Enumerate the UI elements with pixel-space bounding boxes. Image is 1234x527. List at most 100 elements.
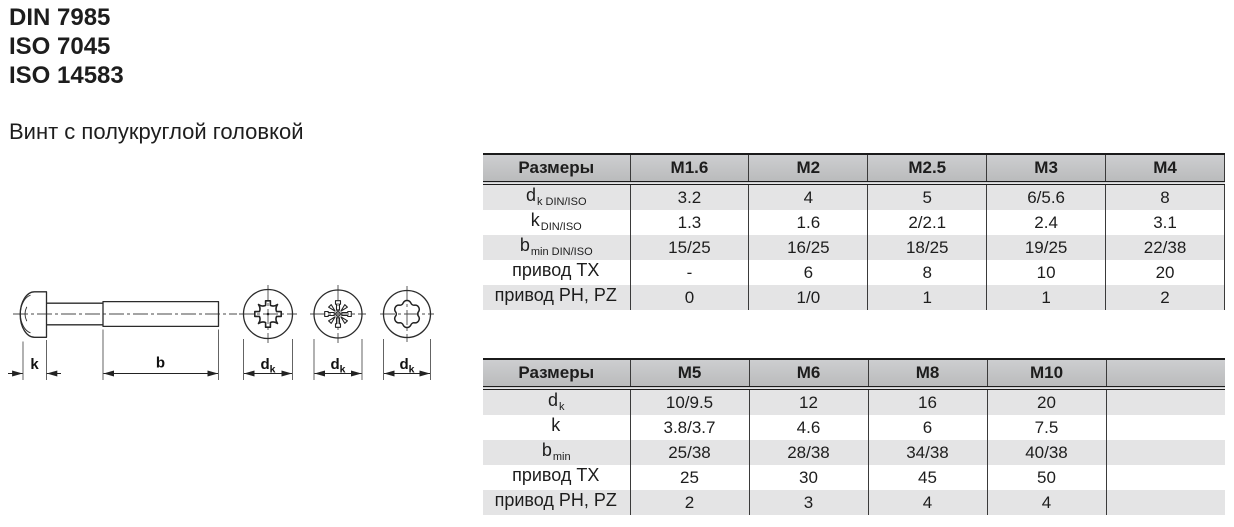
value-cell: 7.5 [986,415,1106,440]
phillips-head-view: dk [239,285,297,380]
standard-line: DIN 7985 [9,4,111,31]
product-subtitle: Винт с полукруглой головкой [9,119,304,144]
value-cell: 4 [986,490,1106,515]
table-row: dk DIN/ISO 3.2 4 5 6/5.6 8 [483,183,1225,210]
screw-side-view [13,291,237,338]
dk-dimension-label: dk [399,356,414,376]
row-label: k [551,415,561,436]
dk-dimension: dk [243,339,293,380]
column-header: M6 [748,359,868,390]
technical-drawing: k b dk [8,285,434,380]
column-header: Размеры [483,359,630,390]
column-header: M1.6 [629,154,749,185]
head-outline [313,289,363,339]
value-cell: 10/9.5 [629,388,749,415]
value-cell: 18/25 [867,235,987,260]
table-header-row: Размеры M5 M6 M8 M10 [483,359,1225,390]
value-cell: 0 [629,285,749,310]
dk-dimension-label: dk [330,356,345,376]
table-row: bmin DIN/ISO 15/25 16/25 18/25 19/25 22/… [483,235,1225,260]
pozidriv-head-view: dk [310,285,366,380]
table-row: dk 10/9.5 12 16 20 [483,388,1225,415]
spec-table-small-sizes: Размеры M1.6 M2 M2.5 M3 M4 dk DIN/ISO 3.… [483,153,1225,310]
value-cell: 4.6 [748,415,868,440]
value-cell: 40/38 [986,440,1106,465]
column-header: M10 [986,359,1106,390]
k-dimension-label: k [30,356,39,373]
row-label: dk [483,388,630,415]
value-cell: 3 [748,490,868,515]
value-cell: 5 [867,183,987,210]
dk-dimension-label: dk [260,356,275,376]
column-header: M2.5 [867,154,987,185]
table-row: привод PH, PZ 2 3 4 4 [483,490,1225,515]
value-cell: 1.3 [629,210,749,235]
column-header [1105,359,1225,390]
row-label: привод TX [512,465,600,486]
value-cell: 28/38 [748,440,868,465]
value-cell: 16/25 [748,235,868,260]
value-cell: 10 [986,260,1106,285]
value-cell: 1 [867,285,987,310]
head-outline [382,289,432,339]
value-cell: 8 [867,260,987,285]
table-row: привод TX - 6 8 10 20 [483,260,1225,285]
standard-line: ISO 7045 [9,33,111,60]
column-header: M2 [748,154,868,185]
value-cell: 6 [867,415,987,440]
value-cell: 15/25 [629,235,749,260]
value-cell: 45 [867,465,987,490]
column-header: M8 [867,359,987,390]
row-label: bmin DIN/ISO [483,235,630,260]
k-dimension: k [8,340,61,380]
value-cell: 12 [748,388,868,415]
value-cell: 19/25 [986,235,1106,260]
row-label: привод PH, PZ [483,490,630,515]
head-dome-line [20,294,31,334]
standards-title: DIN 7985 ISO 7045 ISO 14583 [9,3,124,90]
table-row: привод TX 25 30 45 50 [483,465,1225,490]
torx-head-view: dk [380,286,434,380]
row-label: kDIN/ISO [530,210,582,234]
standard-line: ISO 14583 [9,62,124,89]
value-cell [1105,465,1225,490]
value-cell: 3.8/3.7 [629,415,749,440]
value-cell: 6/5.6 [986,183,1106,210]
value-cell: 20 [1105,260,1225,285]
value-cell: 3.1 [1105,210,1225,235]
row-label: привод PH, PZ [483,285,630,310]
value-cell: 25/38 [629,440,749,465]
table-row: kDIN/ISO 1.3 1.6 2/2.1 2.4 3.1 [483,210,1225,235]
value-cell: 1/0 [748,285,868,310]
value-cell: 1 [986,285,1106,310]
column-header: M4 [1105,154,1225,185]
pozidriv-recess-icon [324,300,352,328]
value-cell [1105,490,1225,515]
value-cell: 2 [629,490,749,515]
value-cell: 20 [986,388,1106,415]
dk-dimension: dk [313,339,363,380]
table-row: привод PH, PZ 0 1/0 1 1 2 [483,285,1225,310]
phillips-recess-icon [254,300,282,328]
table-row: k 3.8/3.7 4.6 6 7.5 [483,415,1225,440]
table-row: bmin 25/38 28/38 34/38 40/38 [483,440,1225,465]
value-cell [1105,388,1225,415]
value-cell: 2/2.1 [867,210,987,235]
row-label: dk DIN/ISO [483,183,630,210]
b-dimension-label: b [156,355,165,372]
shank [46,302,103,326]
column-header: M5 [629,359,749,390]
value-cell: - [629,260,749,285]
value-cell: 6 [748,260,868,285]
pan-head-profile [19,291,48,338]
value-cell: 30 [748,465,868,490]
column-header: M3 [986,154,1106,185]
row-label: bmin [483,440,630,465]
value-cell: 2 [1105,285,1225,310]
value-cell: 2.4 [986,210,1106,235]
value-cell: 3.2 [629,183,749,210]
b-dimension: b [102,329,219,380]
value-cell [1105,415,1225,440]
spec-table-large-sizes: Размеры M5 M6 M8 M10 dk 10/9.5 12 16 20 … [483,358,1225,515]
value-cell: 25 [629,465,749,490]
